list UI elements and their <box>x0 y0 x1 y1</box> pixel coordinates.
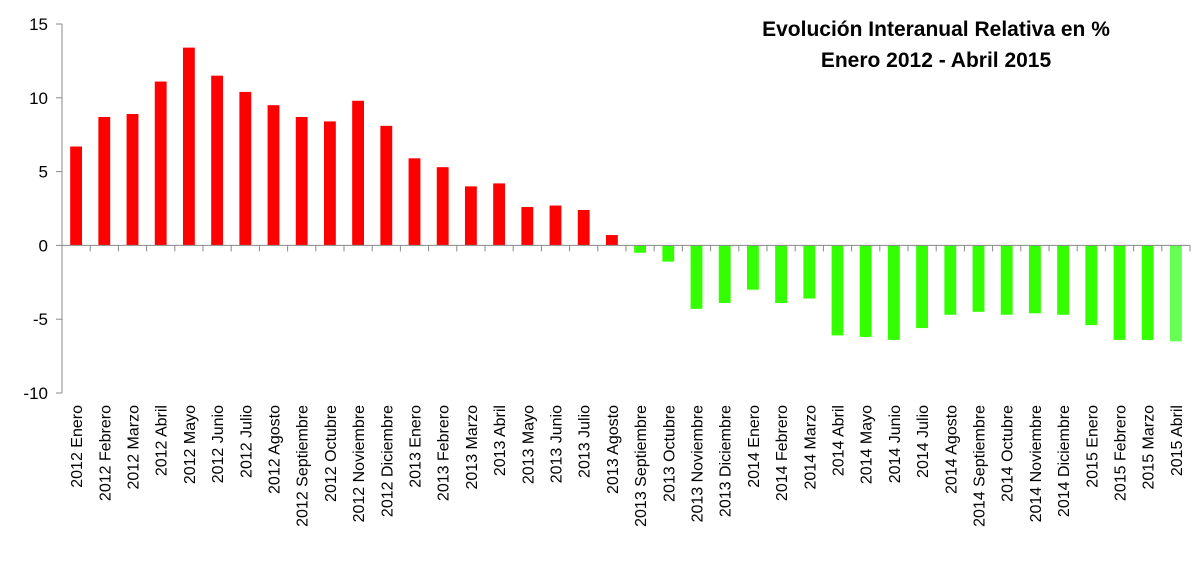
x-tick-label: 2013 Marzo <box>464 405 481 490</box>
x-tick-label: 2014 Noviembre <box>1028 405 1045 523</box>
x-tick-label: 2013 Mayo <box>520 405 537 484</box>
x-tick-label: 2013 Noviembre <box>690 405 707 523</box>
bar <box>126 114 139 246</box>
x-tick-label: 2012 Noviembre <box>351 405 368 523</box>
bar <box>493 183 506 246</box>
x-tick-label: 2013 Septiembre <box>633 405 650 527</box>
y-tick-label: -5 <box>33 310 48 329</box>
bar <box>1113 245 1126 340</box>
x-tick-label: 2014 Octubre <box>1000 405 1017 502</box>
bar <box>1028 245 1041 314</box>
x-tick-label: 2012 Mayo <box>182 405 199 484</box>
bar <box>972 245 985 312</box>
bar <box>746 245 759 290</box>
bar <box>521 207 534 246</box>
x-tick-label: 2014 Febrero <box>774 405 791 501</box>
bar <box>1141 245 1154 340</box>
bar <box>944 245 957 315</box>
x-tick-label: 2015 Enero <box>1084 405 1101 488</box>
x-tick-label: 2014 Julio <box>915 405 932 478</box>
x-tick-label: 2012 Abril <box>154 405 171 476</box>
bar <box>1000 245 1013 315</box>
bar <box>154 81 167 246</box>
bar <box>690 245 703 309</box>
bar <box>182 47 195 246</box>
x-tick-label: 2015 Abril <box>1169 405 1186 476</box>
bar <box>803 245 816 299</box>
bar <box>323 121 336 246</box>
y-tick-label: 5 <box>39 163 48 182</box>
bar <box>408 158 421 246</box>
bars-group <box>70 47 1182 342</box>
x-tick-label: 2014 Marzo <box>802 405 819 490</box>
y-axis: -10 -5 0 5 10 15 <box>23 15 63 403</box>
y-tick-label: 0 <box>39 236 48 255</box>
x-tick-label: 2014 Enero <box>746 405 763 488</box>
bar <box>239 91 252 246</box>
x-tick-label: 2013 Agosto <box>605 405 622 494</box>
bar <box>662 245 675 262</box>
x-tick-label: 2014 Abril <box>831 405 848 476</box>
bar <box>98 116 111 246</box>
bar <box>549 205 562 246</box>
x-tick-label: 2013 Enero <box>408 405 425 488</box>
x-tick-label: 2015 Marzo <box>1141 405 1158 490</box>
bar <box>352 100 365 246</box>
x-tick-label: 2013 Abril <box>492 405 509 476</box>
x-tick-label: 2012 Febrero <box>97 405 114 501</box>
x-tick-label: 2012 Octubre <box>323 405 340 502</box>
bar <box>887 245 900 340</box>
x-tick-label: 2014 Mayo <box>859 405 876 484</box>
bar <box>1169 245 1182 342</box>
y-tick-label: 15 <box>29 15 48 34</box>
bar <box>916 245 929 329</box>
bar <box>718 245 731 303</box>
bar <box>1057 245 1070 315</box>
bar <box>775 245 788 303</box>
bar <box>267 105 280 246</box>
bar <box>605 235 618 246</box>
x-tick-label: 2013 Febrero <box>436 405 453 501</box>
bar <box>831 245 844 336</box>
x-tick-label: 2012 Enero <box>69 405 86 488</box>
x-tick-label: 2015 Febrero <box>1113 405 1130 501</box>
x-tick-label: 2012 Julio <box>238 405 255 478</box>
bar <box>464 186 477 246</box>
x-tick-label: 2014 Diciembre <box>1056 405 1073 517</box>
bar <box>295 116 308 246</box>
x-tick-label: 2014 Agosto <box>943 405 960 494</box>
bar <box>380 125 393 246</box>
chart-title: Evolución Interanual Relativa en % <box>762 18 1110 41</box>
x-tick-label: 2013 Octubre <box>661 405 678 502</box>
bar <box>70 146 83 246</box>
x-tick-label: 2012 Septiembre <box>295 405 312 527</box>
x-tick-label: 2014 Junio <box>887 405 904 483</box>
bar <box>1085 245 1098 326</box>
x-tick-label: 2012 Diciembre <box>379 405 396 517</box>
x-tick-label: 2013 Junio <box>549 405 566 483</box>
chart-subtitle: Enero 2012 - Abril 2015 <box>820 49 1052 72</box>
x-tick-label: 2013 Julio <box>577 405 594 478</box>
bar <box>436 167 449 246</box>
y-tick-label: -10 <box>23 384 48 403</box>
y-tick-label: 10 <box>29 89 48 108</box>
x-tick-label: 2013 Diciembre <box>718 405 735 517</box>
bar <box>211 75 224 246</box>
x-tick-label: 2012 Junio <box>210 405 227 483</box>
x-axis: 2012 Enero 2012 Febrero 2012 Marzo 2012 Abr… <box>61 244 1191 527</box>
x-tick-label: 2014 Septiembre <box>972 405 989 527</box>
bar <box>577 209 590 246</box>
x-tick-label: 2012 Agosto <box>267 405 284 494</box>
bar <box>634 245 647 253</box>
chart-title-block: Evolución Interanual Relativa en % Enero… <box>676 14 1196 76</box>
bar <box>859 245 872 337</box>
x-tick-label: 2012 Marzo <box>126 405 143 490</box>
